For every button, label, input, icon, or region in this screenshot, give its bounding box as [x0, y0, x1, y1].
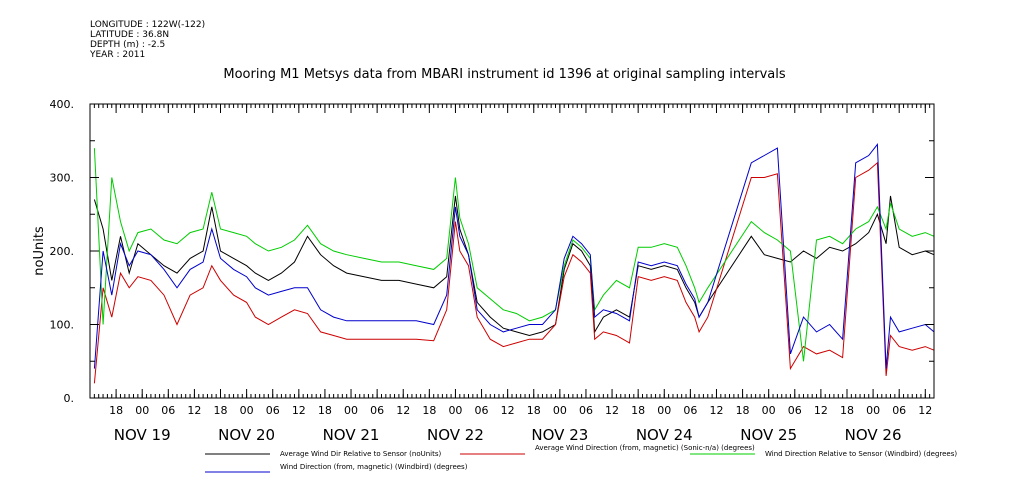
x-hour-label: 06 — [266, 404, 280, 417]
y-tick-label: 100. — [50, 319, 75, 332]
x-hour-label: 18 — [840, 404, 854, 417]
x-day-label: NOV 26 — [845, 426, 902, 444]
x-hour-label: 18 — [214, 404, 228, 417]
x-hour-label: 00 — [344, 404, 358, 417]
x-hour-label: 00 — [657, 404, 671, 417]
series-layer — [93, 143, 935, 384]
y-tick-label: 400. — [50, 98, 75, 111]
x-hour-label: 00 — [762, 404, 776, 417]
x-hour-label: 06 — [161, 404, 175, 417]
series-line-0 — [93, 195, 935, 337]
x-day-label: NOV 24 — [636, 426, 693, 444]
x-hour-label: 12 — [187, 404, 201, 417]
series-line-3 — [93, 143, 935, 369]
x-hour-label: 12 — [501, 404, 515, 417]
x-hour-label: 12 — [605, 404, 619, 417]
y-tick-label: 0. — [64, 392, 75, 405]
x-hour-label: 18 — [318, 404, 332, 417]
x-hour-label: 06 — [892, 404, 906, 417]
x-hour-label: 12 — [396, 404, 410, 417]
x-day-label: NOV 22 — [427, 426, 484, 444]
chart-title: Mooring M1 Metsys data from MBARI instru… — [223, 67, 786, 82]
plot-frame — [89, 103, 935, 399]
x-hour-label: 12 — [918, 404, 932, 417]
legend-layer: Average Wind Dir Relative to Sensor (noU… — [205, 444, 957, 473]
x-hour-label: 06 — [475, 404, 489, 417]
year-label: YEAR : 2011 — [90, 50, 146, 60]
x-hour-label: 18 — [527, 404, 541, 417]
x-hour-label: 06 — [370, 404, 384, 417]
x-day-label: NOV 21 — [323, 426, 380, 444]
legend-label-2: Wind Direction Relative to Sensor (Windb… — [765, 450, 957, 458]
y-tick-label: 200. — [50, 245, 75, 258]
metadata-block: LONGITUDE : 122W(-122) LATITUDE : 36.8N … — [90, 20, 205, 60]
x-hour-label: 12 — [709, 404, 723, 417]
x-hour-label: 00 — [135, 404, 149, 417]
x-hour-label: 00 — [553, 404, 567, 417]
legend-label-0: Average Wind Dir Relative to Sensor (noU… — [280, 450, 441, 458]
x-hour-label: 00 — [866, 404, 880, 417]
x-hour-label: 00 — [448, 404, 462, 417]
x-day-label: NOV 20 — [218, 426, 275, 444]
x-day-label: NOV 19 — [114, 426, 171, 444]
x-day-label: NOV 25 — [740, 426, 797, 444]
legend-label-3: Wind Direction (from, magnetic) (Windbir… — [280, 463, 468, 471]
x-hour-label: 18 — [736, 404, 750, 417]
longitude-label: LONGITUDE : 122W(-122) — [90, 20, 206, 30]
series-line-2 — [93, 148, 935, 362]
x-hour-label: 06 — [579, 404, 593, 417]
x-hour-label: 18 — [109, 404, 123, 417]
x-hour-label: 06 — [788, 404, 802, 417]
y-tick-label: 300. — [50, 172, 75, 185]
x-hour-label: 06 — [683, 404, 697, 417]
latitude-label: LATITUDE : 36.8N — [90, 30, 170, 40]
x-hour-label: 12 — [292, 404, 306, 417]
x-hour-label: 00 — [240, 404, 254, 417]
y-axis-label: noUnits — [32, 226, 47, 276]
x-day-label: NOV 23 — [531, 426, 588, 444]
depth-label: DEPTH (m) : -2.5 — [90, 40, 166, 50]
axes-layer: 0. 100. 200. 300. 400. noUnits 18 00 06 12 18 00 06 1… — [32, 98, 935, 444]
series-line-1 — [93, 161, 935, 384]
x-hour-label: 18 — [631, 404, 645, 417]
x-hour-label: 18 — [422, 404, 436, 417]
x-hour-label: 12 — [814, 404, 828, 417]
legend-label-1: Average Wind Direction (from, magnetic) … — [535, 444, 755, 452]
